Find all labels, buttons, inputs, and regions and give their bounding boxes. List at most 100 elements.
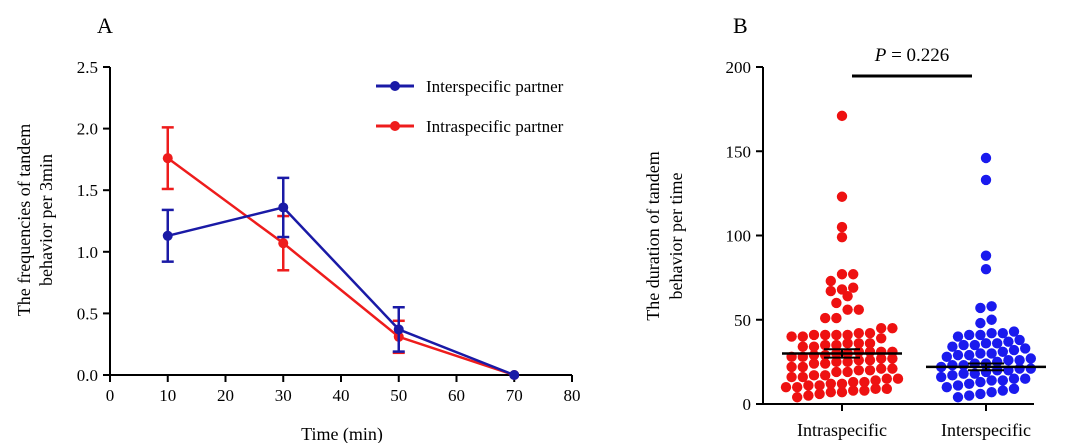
data-point-interspecific	[964, 349, 975, 361]
data-point-interspecific	[278, 202, 289, 213]
data-point-intraspecific	[825, 285, 836, 297]
data-point-intraspecific	[808, 370, 820, 381]
data-point-interspecific	[980, 174, 992, 186]
data-point-interspecific	[997, 328, 1008, 339]
data-point-intraspecific	[831, 312, 842, 324]
data-point-intraspecific	[797, 361, 808, 373]
data-point-interspecific	[986, 387, 997, 398]
data-point-interspecific	[997, 375, 1008, 386]
data-point-intraspecific	[876, 322, 887, 334]
data-point-intraspecific	[792, 381, 803, 393]
data-point-intraspecific	[887, 363, 898, 374]
panel-a-x-tick-label: 10	[159, 386, 176, 405]
data-point-interspecific	[1014, 334, 1025, 346]
data-point-intraspecific	[836, 191, 848, 202]
data-point-interspecific	[980, 264, 992, 275]
data-point-interspecific	[1008, 373, 1020, 384]
panel-b-y-tick-label: 50	[734, 311, 751, 330]
panel-b-y-tick-label: 200	[726, 58, 752, 77]
panel-a-legend: Interspecific partner Intraspecific part…	[376, 77, 564, 136]
data-point-intraspecific	[848, 376, 859, 388]
data-point-intraspecific	[848, 385, 859, 396]
data-point-intraspecific	[836, 378, 848, 389]
panel-b-y-tick-label: 150	[726, 142, 752, 161]
panel-a-y-tick-label: 1.5	[77, 181, 98, 200]
series-line-intraspecific	[167, 157, 515, 377]
data-point-interspecific	[975, 317, 986, 329]
data-point-interspecific	[958, 368, 969, 379]
data-point-intraspecific	[842, 304, 853, 315]
data-point-interspecific	[986, 301, 997, 312]
data-point-interspecific	[952, 392, 964, 403]
data-point-interspecific	[997, 346, 1008, 357]
p-value-text: = 0.226	[886, 45, 949, 66]
data-point-interspecific	[975, 388, 986, 400]
data-point-intraspecific	[881, 373, 892, 384]
data-point-intraspecific	[864, 365, 876, 376]
data-point-interspecific	[509, 370, 520, 380]
data-point-interspecific	[975, 302, 986, 314]
panel-b-category-label: Interspecific	[941, 420, 1031, 440]
data-point-intraspecific	[786, 331, 797, 342]
data-point-intraspecific	[887, 346, 898, 357]
data-point-intraspecific	[803, 380, 814, 391]
data-point-interspecific	[997, 385, 1008, 396]
data-point-intraspecific	[881, 383, 892, 395]
data-point-intraspecific	[814, 380, 825, 391]
panel-a-x-tick-label: 20	[217, 386, 234, 405]
data-point-intraspecific	[842, 329, 853, 341]
data-point-interspecific	[1019, 343, 1031, 354]
data-point-intraspecific	[780, 381, 792, 393]
data-point-intraspecific	[820, 312, 831, 324]
data-point-intraspecific	[797, 341, 808, 352]
data-point-interspecific	[986, 328, 997, 339]
data-point-interspecific	[975, 376, 986, 388]
data-point-intraspecific	[831, 297, 842, 309]
data-point-interspecific	[162, 230, 173, 241]
data-point-intraspecific	[825, 387, 836, 398]
data-point-intraspecific	[876, 346, 887, 357]
data-point-intraspecific	[825, 275, 836, 287]
panel-a-axes: 0.0 0.5 1.0 1.5 2.0 2.5 0 10 20 30 40 50 60 70 80	[77, 58, 581, 405]
panel-a-x-tick-label: 30	[275, 386, 292, 405]
data-point-interspecific	[992, 338, 1003, 349]
data-point-intraspecific	[853, 304, 864, 315]
data-point-intraspecific	[831, 366, 842, 378]
legend-label-intraspecific: Intraspecific partner	[426, 117, 564, 136]
data-point-intraspecific	[820, 358, 831, 369]
data-point-interspecific	[980, 250, 992, 261]
data-point-intraspecific	[853, 338, 864, 349]
data-point-interspecific	[980, 152, 992, 164]
data-point-intraspecific	[820, 349, 831, 361]
data-point-interspecific	[952, 349, 964, 361]
data-point-intraspecific	[864, 328, 876, 339]
data-point-intraspecific	[848, 269, 859, 280]
data-point-intraspecific	[876, 333, 887, 344]
data-point-intraspecific	[848, 282, 859, 293]
data-point-interspecific	[1025, 363, 1037, 374]
panel-a-y-tick-label: 2.5	[77, 58, 98, 77]
data-point-interspecific	[964, 329, 975, 341]
data-point-intraspecific	[836, 284, 848, 295]
data-point-intraspecific	[870, 383, 881, 395]
data-point-intraspecific	[842, 356, 853, 368]
data-point-interspecific	[958, 339, 969, 351]
panel-b-y-tick-label: 0	[743, 395, 752, 414]
data-point-intraspecific	[853, 328, 864, 339]
data-point-interspecific	[393, 324, 404, 335]
panel-a-x-tick-label: 70	[506, 386, 523, 405]
data-point-intraspecific	[831, 339, 842, 351]
panel-a-x-tick-label: 50	[390, 386, 407, 405]
scatter-chart-panel-b: 0 50 100 150 200 Intraspecific Interspecific T…	[643, 45, 1046, 440]
panel-a-y-tick-label: 0.0	[77, 366, 98, 385]
data-point-intraspecific	[842, 366, 853, 378]
data-point-interspecific	[964, 378, 975, 389]
data-point-intraspecific	[892, 373, 904, 384]
data-point-interspecific	[941, 351, 952, 363]
data-point-interspecific	[964, 390, 975, 401]
panel-a-y-axis-title-line2: behavior per 3min	[36, 154, 56, 286]
data-point-intraspecific	[808, 358, 820, 369]
data-point-interspecific	[986, 375, 997, 386]
data-point-intraspecific	[870, 375, 881, 386]
